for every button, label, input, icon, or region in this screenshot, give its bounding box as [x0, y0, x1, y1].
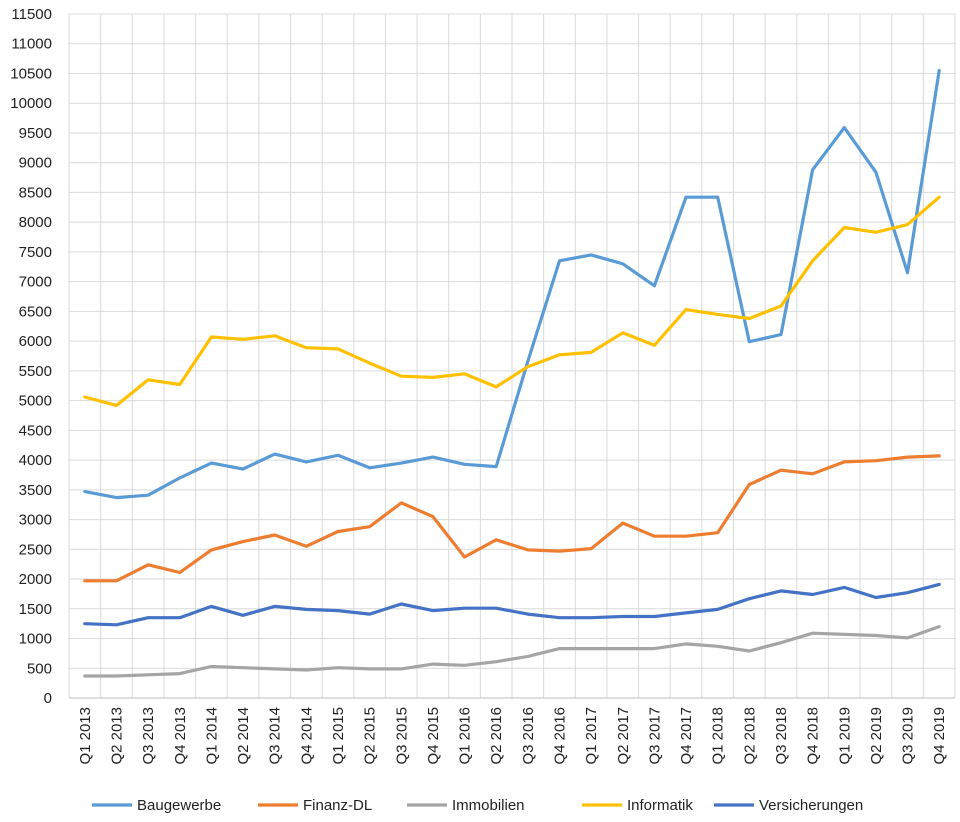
- legend-label: Versicherungen: [759, 797, 863, 814]
- x-tick-label: Q3 2018: [773, 707, 790, 765]
- legend-label: Immobilien: [452, 797, 525, 814]
- x-tick-label: Q2 2015: [362, 707, 379, 765]
- x-tick-label: Q1 2014: [203, 707, 220, 765]
- x-tick-label: Q1 2019: [836, 707, 853, 765]
- y-tick-label: 1000: [19, 631, 52, 648]
- x-tick-label: Q1 2018: [710, 707, 727, 765]
- x-tick-label: Q1 2013: [77, 707, 94, 765]
- y-tick-label: 5000: [19, 393, 52, 410]
- x-tick-label: Q1 2016: [457, 707, 474, 765]
- x-tick-label: Q4 2016: [551, 707, 568, 765]
- series-line-versicherungen: [83, 582, 941, 627]
- x-tick-label: Q2 2019: [868, 707, 885, 765]
- y-tick-label: 3000: [19, 512, 52, 529]
- legend-item-informatik: Informatik: [582, 797, 693, 814]
- legend-item-baugewerbe: Baugewerbe: [92, 797, 221, 814]
- y-tick-label: 4500: [19, 422, 52, 439]
- y-tick-label: 2500: [19, 541, 52, 558]
- series-line-informatik: [83, 195, 941, 407]
- legend-label: Baugewerbe: [137, 797, 221, 814]
- y-tick-label: 0: [44, 690, 52, 707]
- x-tick-label: Q4 2013: [172, 707, 189, 765]
- y-axis-ticks: 0 500 1000 1500 2000 2500 3000 3500 4000 4500 5000…: [10, 6, 52, 707]
- y-tick-label: 2000: [19, 571, 52, 588]
- x-tick-label: Q4 2015: [425, 707, 442, 765]
- y-tick-label: 11500: [11, 6, 52, 23]
- x-tick-label: Q3 2015: [393, 707, 410, 765]
- series-line-immobilien: [83, 624, 941, 678]
- x-tick-label: Q3 2014: [267, 707, 284, 765]
- legend-label: Informatik: [627, 797, 693, 814]
- gridlines: [68, 13, 956, 699]
- y-tick-label: 5500: [19, 363, 52, 380]
- x-tick-label: Q3 2013: [140, 707, 157, 765]
- legend-label: Finanz-DL: [303, 797, 372, 814]
- y-tick-label: 8000: [19, 214, 52, 231]
- x-tick-label: Q2 2017: [615, 707, 632, 765]
- x-tick-label: Q4 2019: [931, 707, 948, 765]
- x-axis-ticks: Q1 2013 Q2 2013 Q3 2013 Q4 2013 Q1 2014 Q2 20…: [77, 707, 948, 765]
- y-tick-label: 4000: [19, 452, 52, 469]
- x-tick-label: Q1 2015: [330, 707, 347, 765]
- x-tick-label: Q3 2019: [900, 707, 917, 765]
- series-line-baugewerbe: [83, 68, 941, 500]
- x-tick-label: Q1 2017: [583, 707, 600, 765]
- y-tick-label: 8500: [19, 184, 52, 201]
- x-tick-label: Q2 2013: [108, 707, 125, 765]
- legend-item-finanz-dl: Finanz-DL: [258, 797, 372, 814]
- y-tick-label: 6500: [19, 303, 52, 320]
- y-tick-label: 500: [27, 660, 52, 677]
- y-tick-label: 11000: [11, 36, 52, 53]
- y-tick-label: 7000: [19, 274, 52, 291]
- x-tick-label: Q4 2018: [805, 707, 822, 765]
- legend: Baugewerbe Finanz-DL Immobilien Informatik V…: [92, 797, 863, 814]
- y-tick-label: 6000: [19, 333, 52, 350]
- series-line-finanz-dl: [83, 454, 941, 583]
- legend-item-versicherungen: Versicherungen: [714, 797, 863, 814]
- y-tick-label: 9500: [19, 125, 52, 142]
- y-tick-label: 10500: [10, 65, 52, 82]
- y-tick-label: 10000: [10, 95, 52, 112]
- x-tick-label: Q3 2016: [520, 707, 537, 765]
- x-tick-label: Q2 2014: [235, 707, 252, 765]
- x-tick-label: Q2 2018: [741, 707, 758, 765]
- x-tick-label: Q2 2016: [488, 707, 505, 765]
- x-tick-label: Q4 2014: [298, 707, 315, 765]
- y-tick-label: 9000: [19, 155, 52, 172]
- x-tick-label: Q4 2017: [678, 707, 695, 765]
- x-tick-label: Q3 2017: [646, 707, 663, 765]
- y-tick-label: 1500: [19, 601, 52, 618]
- y-tick-label: 3500: [19, 482, 52, 499]
- series-lines: [83, 68, 941, 678]
- y-tick-label: 7500: [19, 244, 52, 261]
- legend-item-immobilien: Immobilien: [407, 797, 525, 814]
